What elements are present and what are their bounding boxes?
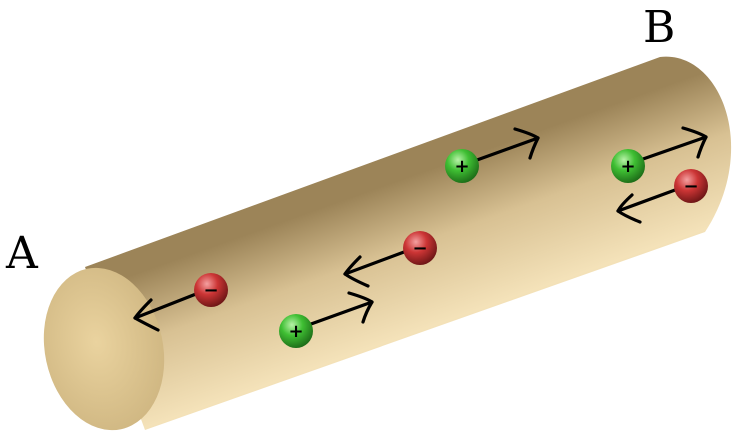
end-label-b: B [643, 6, 675, 50]
charge-neg-3: − [674, 169, 708, 203]
charge-sign: − [203, 280, 218, 301]
charge-neg-1: − [194, 273, 228, 307]
charge-sign: + [620, 156, 635, 177]
end-label-a: A [6, 232, 38, 276]
charge-sign: − [412, 238, 427, 259]
charge-sign: + [454, 156, 469, 177]
charge-neg-2: − [403, 231, 437, 265]
charge-pos-1: + [279, 314, 313, 348]
charge-sign: + [288, 321, 303, 342]
charge-pos-2: + [445, 149, 479, 183]
charge-sign: − [683, 176, 698, 197]
charge-pos-3: + [611, 149, 645, 183]
